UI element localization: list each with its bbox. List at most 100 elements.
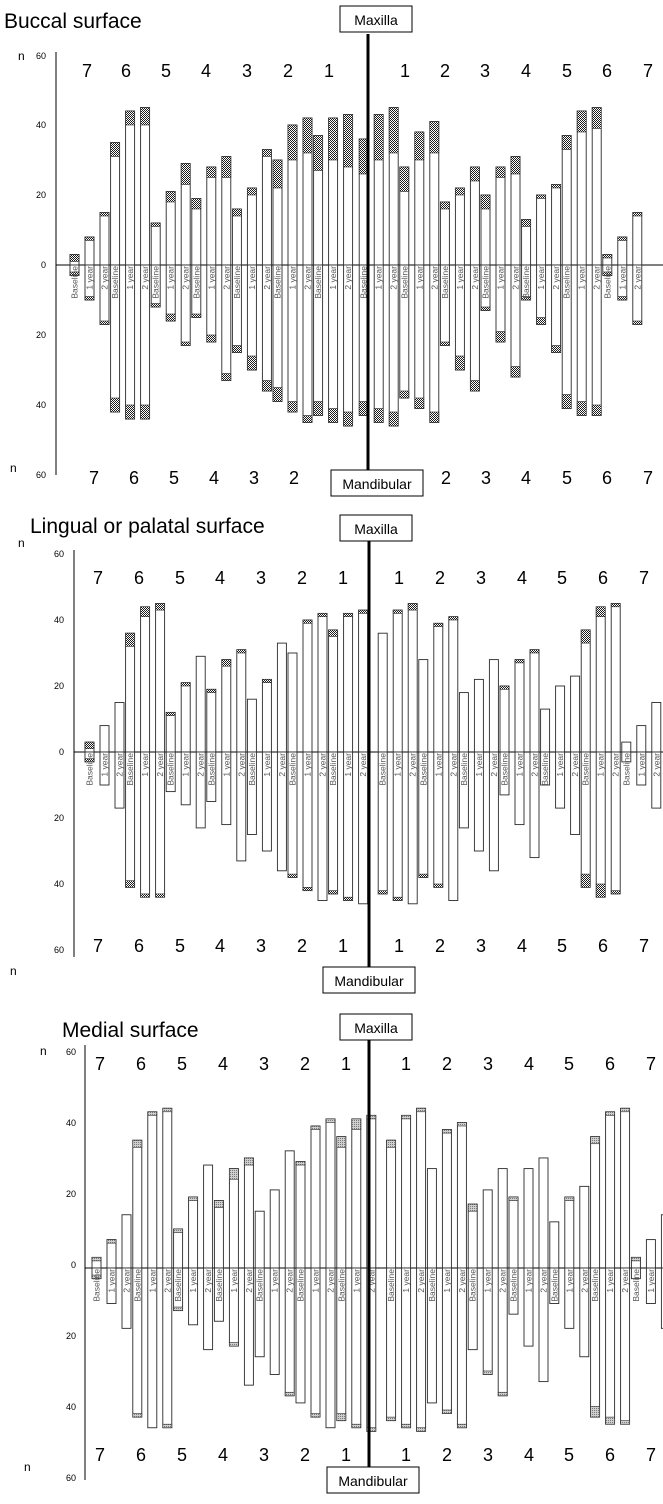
bar-maxilla (165, 711, 176, 753)
tooth-label: 6 (605, 1054, 615, 1074)
bar-cap-maxilla (392, 609, 403, 614)
bar-maxilla (407, 603, 418, 753)
bar-cap-mandibular (595, 883, 606, 898)
bar-label: 2 year (539, 1269, 549, 1293)
bar-label: 1 year (496, 266, 506, 290)
panel-medial: Medial surface n n Maxilla Mandibular 60… (24, 1013, 656, 1494)
bar-cap-mandibular (262, 380, 272, 392)
bar-maxilla (254, 1210, 265, 1269)
tooth-label: 1 (401, 1054, 411, 1074)
y-axis-ticks: 60 40 20 0 20 40 60 (54, 549, 64, 955)
bar-label: 2 year (570, 753, 580, 777)
bar-maxilla (580, 629, 591, 753)
bar-label: 1 year (229, 1269, 239, 1293)
bar-maxilla (99, 725, 110, 753)
bar-cap-mandibular (125, 880, 135, 888)
bar-maxilla (276, 642, 287, 753)
bar-mandibular (246, 751, 257, 835)
y-tick: 40 (66, 1402, 76, 1412)
bar-cap-mandibular (620, 1420, 630, 1425)
bar-mandibular (121, 1267, 132, 1329)
bar-label: 1 year (181, 753, 191, 777)
mandibular-label: Mandibular (338, 1473, 408, 1489)
bar-maxilla (456, 1121, 467, 1269)
bar-label: Baseline (70, 266, 80, 299)
y-tick: 20 (66, 1189, 76, 1199)
bar-cap-mandibular (191, 313, 202, 318)
y-label-top: n (18, 536, 25, 550)
tooth-label: 6 (602, 61, 612, 81)
bar-label: 1 year (147, 1269, 157, 1293)
bar-maxilla (173, 1228, 184, 1269)
bar-maxilla (454, 187, 465, 266)
bar-cap-maxilla (580, 629, 591, 644)
bar-maxilla (228, 1168, 239, 1269)
tooth-label: 1 (400, 61, 410, 81)
tooth-label: 7 (643, 468, 653, 488)
bar-label: 2 year (429, 266, 439, 290)
bar-label: Baseline (399, 266, 409, 299)
bar-label: Baseline (602, 266, 612, 299)
bar-cap-maxilla (386, 1139, 396, 1148)
bar-cap-maxilla (173, 1228, 183, 1233)
bar-maxilla (418, 659, 429, 753)
bar-label: 1 year (536, 266, 546, 290)
maxilla-box: Maxilla (339, 5, 413, 33)
bar-maxilla (621, 741, 632, 753)
bar-cap-maxilla (287, 124, 298, 161)
bar-label: Baseline (132, 1269, 142, 1302)
bar-label: 2 year (277, 753, 287, 777)
bar-mandibular (114, 751, 125, 809)
bar-cap-maxilla (442, 1129, 452, 1134)
tooth-label: 7 (93, 568, 103, 588)
bar-maxilla (645, 1239, 656, 1269)
bar-cap-mandibular (605, 1416, 615, 1425)
bar-cap-maxilla (69, 254, 80, 262)
bar-label: Baseline (590, 1269, 600, 1302)
bar-label: 1 year (564, 1269, 574, 1293)
bar-label: 2 year (122, 1269, 132, 1293)
bar-label: Baseline (328, 753, 338, 786)
bar-label: Baseline (247, 753, 257, 786)
bar-cap-maxilla (328, 117, 338, 161)
bar-label: Baseline (288, 753, 298, 786)
bar-cap-mandibular (366, 1427, 377, 1432)
bar-cap-mandibular (84, 758, 95, 763)
bar-cap-mandibular (416, 1427, 426, 1432)
bar-label: 1 year (85, 266, 95, 290)
bar-label: Baseline (255, 1269, 265, 1302)
bar-mandibular (147, 1267, 158, 1429)
bar-label: 1 year (605, 1269, 615, 1293)
bar-label: 2 year (620, 1269, 630, 1293)
bar-mandibular (621, 751, 632, 763)
maxilla-box: Maxilla (339, 1013, 413, 1041)
bar-mandibular (458, 751, 469, 829)
bar-maxilla (497, 1168, 508, 1269)
tooth-label: 4 (215, 568, 225, 588)
tooth-label: 3 (256, 936, 266, 956)
tooth-label: 4 (218, 1445, 228, 1465)
tooth-label: 4 (521, 61, 531, 81)
bar-maxilla (336, 1136, 347, 1269)
bar-cap-mandibular (561, 394, 572, 409)
bar-mandibular (570, 751, 581, 835)
bar-maxilla (439, 201, 450, 266)
bar-maxilla (203, 1164, 214, 1269)
bar-maxilla (473, 678, 484, 753)
bar-label: Baseline (296, 1269, 306, 1302)
y-tick: 60 (54, 549, 64, 559)
bar-cap-maxilla (328, 629, 338, 637)
tooth-label: 3 (483, 1445, 493, 1465)
bar-label: Baseline (85, 753, 95, 786)
bar-label: Baseline (540, 753, 550, 786)
bar-cap-maxilla (595, 606, 606, 617)
bar-maxilla (302, 619, 313, 753)
bar-maxilla (310, 1125, 321, 1269)
bar-label: 2 year (100, 266, 110, 290)
bar-maxilla (328, 629, 339, 753)
bar-cap-maxilla (416, 1107, 426, 1113)
bar-cap-maxilla (499, 685, 510, 690)
bar-label: 2 year (470, 266, 480, 290)
bar-label: 2 year (651, 753, 661, 777)
bar-mandibular (523, 1267, 534, 1347)
